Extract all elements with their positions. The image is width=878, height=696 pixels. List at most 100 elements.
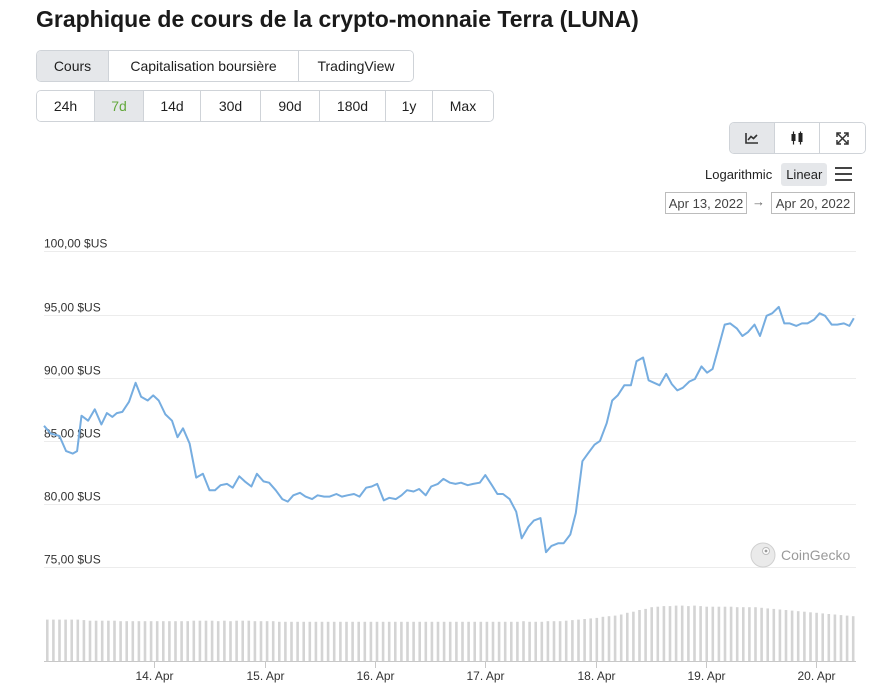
range-tabs: 24h 7d 14d 30d 90d 180d 1y Max: [36, 90, 494, 122]
volume-bar: [100, 620, 104, 661]
logarithmic-button[interactable]: Logarithmic: [705, 167, 773, 182]
volume-bar: [284, 621, 287, 661]
volume-bar: [125, 621, 128, 661]
range-90d[interactable]: 90d: [261, 91, 320, 121]
volume-bar: [754, 607, 757, 661]
range-14d[interactable]: 14d: [144, 91, 201, 121]
menu-icon[interactable]: [835, 167, 852, 181]
line-chart-button[interactable]: [730, 123, 775, 153]
volume-bar: [320, 621, 324, 661]
range-7d[interactable]: 7d: [95, 91, 144, 121]
volume-bar: [400, 621, 403, 661]
volume-bar: [192, 620, 196, 661]
volume-bar: [387, 621, 391, 661]
volume-bar: [52, 619, 55, 661]
volume-bar: [595, 617, 599, 661]
tab-tradingview[interactable]: TradingView: [299, 51, 413, 81]
chart-type-buttons: [729, 122, 866, 154]
volume-bar: [778, 609, 782, 661]
y-tick-label: 80,00 $US: [44, 490, 101, 504]
range-30d[interactable]: 30d: [201, 91, 261, 121]
volume-bar: [259, 621, 263, 661]
linear-button[interactable]: Linear: [781, 163, 828, 186]
volume-bar: [583, 619, 586, 661]
volume-bar: [369, 621, 373, 661]
volume-bar: [479, 621, 483, 661]
volume-bar: [784, 610, 788, 661]
volume-bar: [705, 606, 708, 661]
y-tick-label: 85,00 $US: [44, 427, 101, 441]
date-to-input[interactable]: Apr 20, 2022: [771, 192, 855, 214]
volume-bar: [742, 607, 745, 661]
volume-bar: [601, 616, 605, 661]
volume-bar: [107, 620, 110, 661]
volume-bar: [375, 621, 379, 661]
volume-bar: [412, 621, 415, 661]
volume-bar: [772, 608, 776, 661]
volume-bar: [497, 621, 501, 661]
view-tabs: Cours Capitalisation boursière TradingVi…: [36, 50, 414, 82]
volume-bars: [46, 605, 855, 661]
volume-bar: [198, 620, 202, 661]
volume-bar: [552, 621, 556, 661]
x-tick-label: 20. Apr: [797, 669, 835, 683]
range-180d[interactable]: 180d: [320, 91, 386, 121]
tab-capitalisation[interactable]: Capitalisation boursière: [109, 51, 299, 81]
volume-bar: [235, 620, 238, 661]
volume-bar: [461, 621, 464, 661]
arrow-right-icon: →: [752, 194, 765, 209]
volume-bar: [516, 621, 519, 661]
candlestick-button[interactable]: [775, 123, 820, 153]
volume-bar: [345, 621, 348, 661]
volume-bar: [351, 621, 354, 661]
volume-bar: [650, 607, 653, 661]
volume-bar: [815, 612, 818, 661]
coingecko-watermark: CoinGecko: [750, 542, 850, 568]
volume-bar: [82, 620, 86, 661]
volume-bar: [64, 619, 67, 661]
tab-cours[interactable]: Cours: [37, 51, 109, 81]
volume-bar: [186, 621, 189, 661]
volume-bar: [748, 607, 751, 661]
x-tick-label: 14. Apr: [135, 669, 173, 683]
volume-bar: [302, 621, 305, 661]
x-tick-label: 17. Apr: [466, 669, 504, 683]
volume-bar: [180, 621, 183, 661]
volume-bar: [790, 610, 794, 661]
volume-bar: [76, 619, 80, 661]
volume-bar: [809, 612, 812, 661]
volume-bar: [418, 621, 421, 661]
volume-bar: [137, 621, 141, 661]
range-max[interactable]: Max: [433, 91, 493, 121]
volume-bar: [522, 621, 525, 661]
y-tick-label: 90,00 $US: [44, 364, 101, 378]
volume-bar: [247, 620, 251, 661]
x-axis-labels: 14. Apr 15. Apr 16. Apr 17. Apr 18. Apr 19. A…: [135, 669, 835, 683]
volume-bar: [491, 621, 495, 661]
volume-bar: [253, 621, 257, 661]
volume-bar: [558, 621, 562, 661]
range-1y[interactable]: 1y: [386, 91, 433, 121]
expand-button[interactable]: [820, 123, 865, 153]
volume-bar: [546, 621, 550, 661]
x-tick-label: 16. Apr: [356, 669, 394, 683]
volume-bar: [668, 606, 672, 661]
volume-bar: [113, 620, 116, 661]
range-24h[interactable]: 24h: [37, 91, 95, 121]
expand-icon: [836, 131, 849, 145]
volume-bar: [271, 621, 275, 661]
volume-bar: [467, 621, 470, 661]
volume-bar: [717, 606, 721, 661]
volume-bar: [394, 621, 397, 661]
volume-bar: [607, 616, 611, 661]
volume-bar: [735, 607, 739, 661]
volume-bar: [674, 605, 678, 661]
volume-bar: [473, 621, 476, 661]
volume-bar: [332, 621, 336, 661]
date-from-input[interactable]: Apr 13, 2022: [665, 192, 747, 214]
volume-bar: [241, 620, 244, 661]
volume-bar: [436, 621, 440, 661]
volume-bar: [619, 614, 623, 661]
volume-bar: [534, 621, 537, 661]
volume-bar: [210, 620, 214, 661]
